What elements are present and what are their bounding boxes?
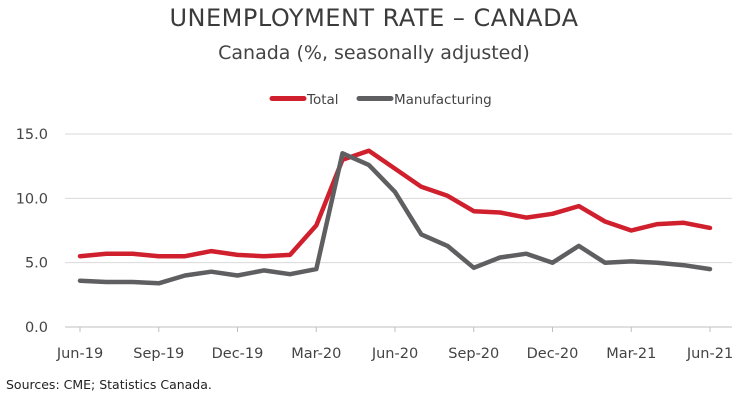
y-tick-label: 0.0 [25,320,48,336]
x-tick-label: Jun-21 [686,346,733,362]
chart-subtitle: Canada (%, seasonally adjusted) [218,42,530,64]
legend: Total Manufacturing [269,92,492,108]
legend-label-manufacturing: Manufacturing [394,92,492,108]
x-tick-label: Dec-19 [212,346,264,362]
x-tick-label: Sep-19 [133,346,184,362]
chart-title: UNEMPLOYMENT RATE – CANADA [169,4,579,32]
x-tick-label: Jun-20 [371,346,418,362]
x-tick-label: Mar-20 [291,346,341,362]
legend-label-total: Total [306,92,339,108]
series-line-total [77,148,713,259]
x-axis [65,326,732,332]
y-tick-label: 10.0 [16,191,48,207]
x-tick-label: Mar-21 [606,346,656,362]
x-tick-label: Jun-19 [56,346,103,362]
series-lines [77,148,713,286]
y-tick-label: 15.0 [16,127,48,143]
source-note: Sources: CME; Statistics Canada. [6,377,212,392]
x-axis-tick-labels: Jun-19 Sep-19 Dec-19 Mar-20 Jun-20 Sep-20 Dec-… [56,346,733,362]
y-axis-tick-labels: 0.0 5.0 10.0 15.0 [16,127,48,336]
y-tick-label: 5.0 [25,256,48,272]
x-tick-label: Sep-20 [448,346,499,362]
x-tick-label: Dec-20 [527,346,579,362]
series-line-manufacturing [77,151,713,286]
